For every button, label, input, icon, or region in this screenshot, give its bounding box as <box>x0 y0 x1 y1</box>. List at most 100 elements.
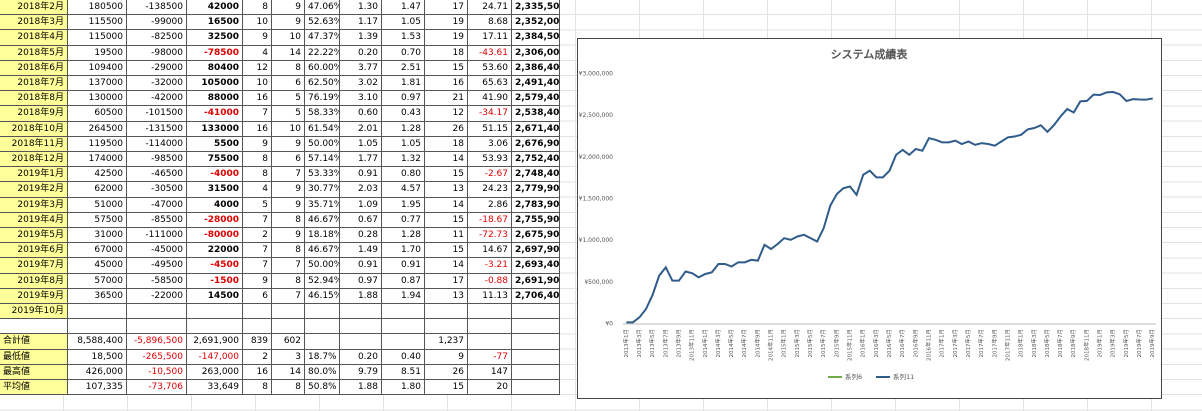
chart-title: システム成績表 <box>831 47 909 61</box>
cell-value: -131500 <box>127 121 187 137</box>
empty-cell <box>305 319 340 335</box>
cell-value: 147 <box>468 364 512 380</box>
x-tick-label: 2017年11月 <box>1003 329 1011 361</box>
cell-value: 1.39 <box>340 30 382 46</box>
y-tick-label: ¥0 <box>605 321 613 328</box>
cell-value: 2,706,400 <box>512 288 560 304</box>
cell-value: 130000 <box>68 91 127 107</box>
x-tick-label: 2013年7月 <box>661 329 669 358</box>
cell-value: -10,500 <box>127 364 187 380</box>
cell-value: -29000 <box>127 60 187 76</box>
cell-value: 53.60 <box>468 60 512 76</box>
cell-value: -28000 <box>187 212 243 228</box>
cell-value: 1.28 <box>382 121 425 137</box>
cell-value: -30500 <box>127 182 187 198</box>
x-tick-label: 2016年1月 <box>859 329 867 358</box>
cell-value: 24.23 <box>468 182 512 198</box>
row-label: 2018年3月 <box>0 15 68 31</box>
x-tick-label: 2017年3月 <box>951 329 959 358</box>
cell-value: 2,779,900 <box>512 182 560 198</box>
cell-value: 119500 <box>68 136 127 152</box>
cell-value: 2,335,500 <box>512 0 560 16</box>
cell-value: 109400 <box>68 60 127 76</box>
cell-value: 57000 <box>68 273 127 289</box>
cell-value: 2.86 <box>468 197 512 213</box>
cell-value: 13 <box>425 182 468 198</box>
empty-cell <box>0 319 68 335</box>
x-tick-label: 2017年9月 <box>990 329 998 358</box>
cell-value: 2,693,400 <box>512 258 560 274</box>
x-tick-label: 2016年9月 <box>911 329 919 358</box>
cell-value: 8 <box>243 380 272 396</box>
x-tick-label: 2019年1月 <box>1096 329 1104 358</box>
x-tick-label: 2015年11月 <box>846 329 854 361</box>
cell-value: -4500 <box>187 258 243 274</box>
row-label: 2019年8月 <box>0 273 68 289</box>
row-label: 2019年9月 <box>0 288 68 304</box>
x-tick-label: 2015年7月 <box>819 329 827 358</box>
line-series <box>626 91 1153 324</box>
empty-cell <box>468 319 512 335</box>
x-tick-label: 2018年5月 <box>1043 329 1051 358</box>
cell-value: 1.80 <box>382 380 425 396</box>
empty-cell <box>512 349 560 365</box>
cell-value: 67000 <box>68 243 127 259</box>
cell-value: 9 <box>425 349 468 365</box>
cell-value: -114000 <box>127 136 187 152</box>
cell-value: -0.88 <box>468 273 512 289</box>
cell-value: 8.68 <box>468 15 512 31</box>
cell-value: 5500 <box>187 136 243 152</box>
cell-value: 36500 <box>68 288 127 304</box>
cell-value: -73,706 <box>127 380 187 396</box>
cell-value: 7 <box>272 288 305 304</box>
x-tick-label: 2015年1月 <box>780 329 788 358</box>
cell-value: 3.77 <box>340 60 382 76</box>
cell-value: 76.19% <box>305 91 340 107</box>
x-tick-label: 2015年3月 <box>793 329 801 358</box>
cell-value: 65.63 <box>468 76 512 92</box>
cell-value: -265,500 <box>127 349 187 365</box>
x-tick-label: 2017年5月 <box>964 329 972 358</box>
cell-value: 42000 <box>187 0 243 16</box>
cell-value: 58.33% <box>305 106 340 122</box>
cell-value: 9 <box>272 136 305 152</box>
empty-cell <box>512 334 560 350</box>
cell-value: 1.94 <box>382 288 425 304</box>
cell-value: 80.0% <box>305 364 340 380</box>
cell-value: 2,675,900 <box>512 228 560 244</box>
cell-value: 46.15% <box>305 288 340 304</box>
cell-value: 2,676,900 <box>512 136 560 152</box>
cell-value: 2,352,000 <box>512 15 560 31</box>
cell-value: -5,896,500 <box>127 334 187 350</box>
cell-value: 14 <box>425 258 468 274</box>
cell-value: 7 <box>243 258 272 274</box>
empty-cell <box>512 364 560 380</box>
cell-value: 15 <box>425 167 468 183</box>
cell-value: 1.88 <box>340 288 382 304</box>
empty-cell <box>305 334 340 350</box>
cell-value: 12 <box>243 60 272 76</box>
x-tick-label: 2018年1月 <box>1017 329 1025 358</box>
cell-value: 12 <box>425 106 468 122</box>
x-tick-label: 2013年3月 <box>635 329 643 358</box>
cell-value: 9 <box>272 15 305 31</box>
cell-value: 16 <box>243 364 272 380</box>
cell-value: 2,697,900 <box>512 243 560 259</box>
cell-value: -18.67 <box>468 212 512 228</box>
cell-value: 1,237 <box>425 334 468 350</box>
cell-value: 10 <box>243 76 272 92</box>
cell-value: 9 <box>272 182 305 198</box>
cell-value: -46500 <box>127 167 187 183</box>
cell-value: 3.02 <box>340 76 382 92</box>
empty-cell <box>127 304 187 320</box>
row-label: 平均値 <box>0 380 68 396</box>
cell-value: 133000 <box>187 121 243 137</box>
empty-cell <box>243 319 272 335</box>
cell-value: 16500 <box>187 15 243 31</box>
cell-value: 47.37% <box>305 30 340 46</box>
cell-value: 52.94% <box>305 273 340 289</box>
cell-value: 2,491,400 <box>512 76 560 92</box>
cell-value: 5 <box>272 91 305 107</box>
cell-value: 7 <box>243 243 272 259</box>
cell-value: 2,386,400 <box>512 60 560 76</box>
